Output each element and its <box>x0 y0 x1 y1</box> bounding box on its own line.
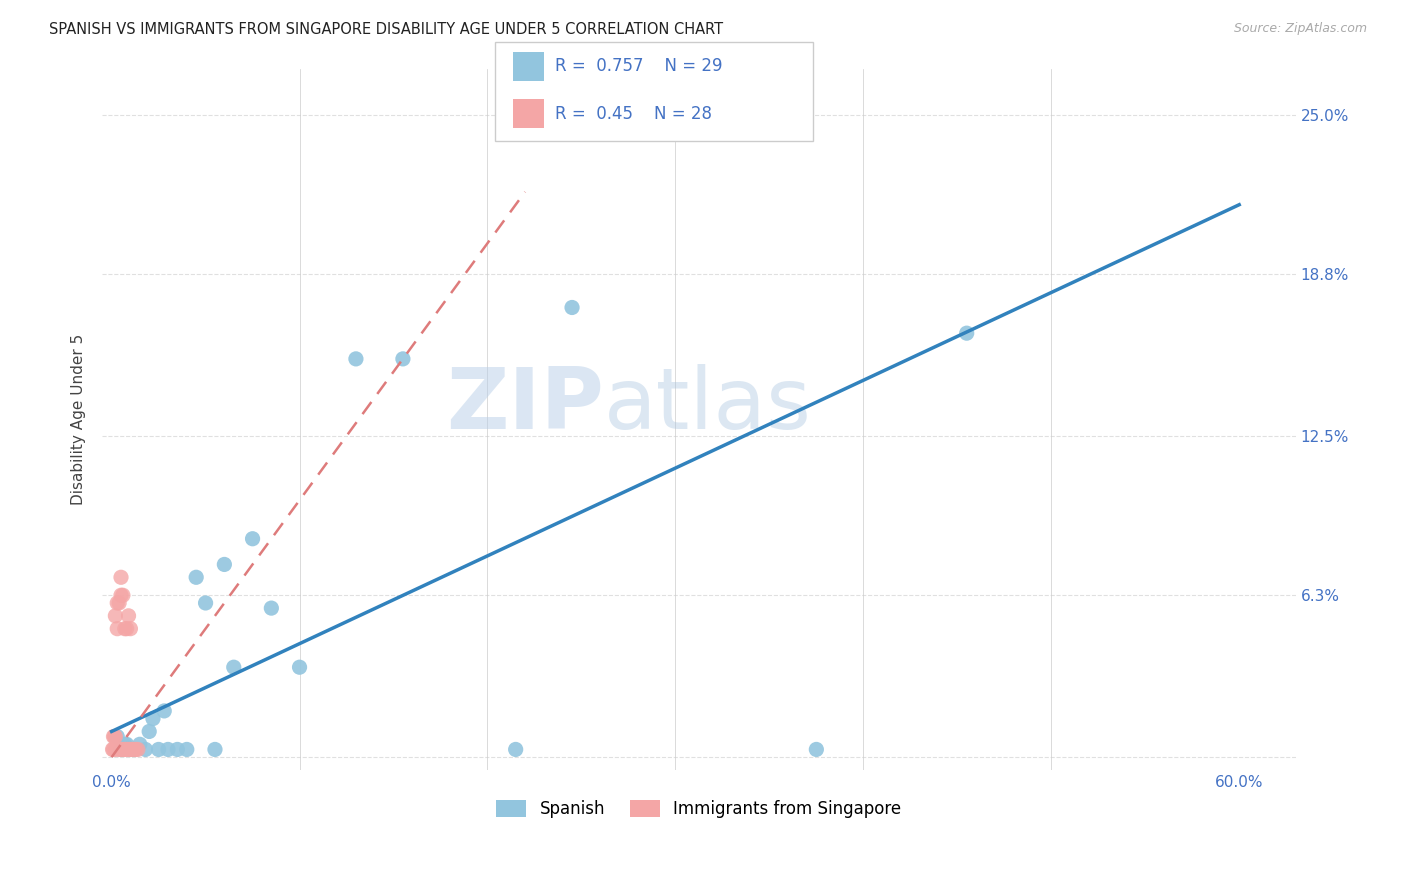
Point <box>156 742 179 756</box>
Text: SPANISH VS IMMIGRANTS FROM SINGAPORE DISABILITY AGE UNDER 5 CORRELATION CHART: SPANISH VS IMMIGRANTS FROM SINGAPORE DIS… <box>49 22 723 37</box>
Point <box>166 742 188 756</box>
Point <box>110 742 132 756</box>
Point <box>214 558 236 572</box>
Point <box>148 742 170 756</box>
Point <box>260 601 283 615</box>
Point <box>108 742 131 756</box>
Point <box>122 742 145 756</box>
Text: Source: ZipAtlas.com: Source: ZipAtlas.com <box>1233 22 1367 36</box>
Point <box>176 742 198 756</box>
Text: R =  0.757    N = 29: R = 0.757 N = 29 <box>555 57 723 76</box>
Point <box>120 742 142 756</box>
Point <box>110 570 132 584</box>
Point <box>121 742 143 756</box>
Point <box>127 742 149 756</box>
Point <box>956 326 979 341</box>
Point <box>117 608 139 623</box>
Point <box>115 622 138 636</box>
Point <box>103 730 125 744</box>
Point <box>125 742 148 756</box>
Point <box>194 596 217 610</box>
Point <box>222 660 245 674</box>
Point <box>104 742 127 756</box>
Point <box>122 742 145 756</box>
Point <box>134 742 156 756</box>
Point <box>138 724 160 739</box>
Point <box>561 301 583 315</box>
Point <box>105 622 128 636</box>
Point <box>288 660 311 674</box>
Point <box>128 737 150 751</box>
Text: atlas: atlas <box>603 364 811 447</box>
Point <box>105 730 128 744</box>
Y-axis label: Disability Age Under 5: Disability Age Under 5 <box>72 334 86 505</box>
Point <box>117 742 139 756</box>
Point <box>103 742 125 756</box>
Point <box>104 608 127 623</box>
Point <box>505 742 527 756</box>
Point <box>103 730 125 744</box>
Point <box>392 351 415 366</box>
Text: ZIP: ZIP <box>446 364 603 447</box>
Point <box>142 712 165 726</box>
Point <box>242 532 264 546</box>
Legend: Spanish, Immigrants from Singapore: Spanish, Immigrants from Singapore <box>489 793 908 825</box>
Point <box>110 588 132 602</box>
Point <box>110 742 132 756</box>
Text: R =  0.45    N = 28: R = 0.45 N = 28 <box>555 104 713 123</box>
Point <box>114 622 136 636</box>
Point <box>120 742 142 756</box>
Point <box>115 737 138 751</box>
Point <box>806 742 828 756</box>
Point <box>105 596 128 610</box>
Point <box>114 737 136 751</box>
Point <box>114 742 136 756</box>
Point <box>344 351 367 366</box>
Point <box>108 596 131 610</box>
Point <box>186 570 208 584</box>
Point <box>111 742 134 756</box>
Point <box>104 730 127 744</box>
Point <box>111 588 134 602</box>
Point <box>120 622 142 636</box>
Point <box>204 742 226 756</box>
Point <box>115 742 138 756</box>
Point <box>153 704 176 718</box>
Point <box>101 742 124 756</box>
